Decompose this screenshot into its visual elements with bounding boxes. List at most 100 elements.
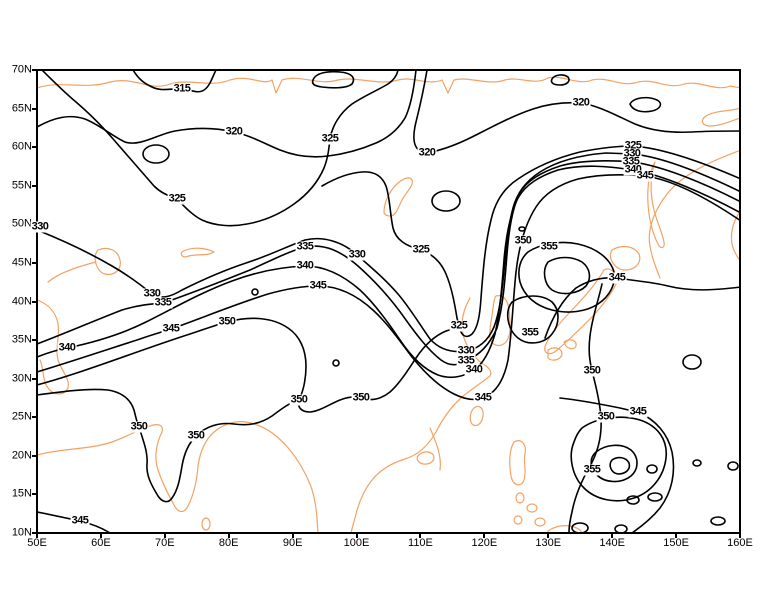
- x-tick-label: 150E: [663, 537, 689, 549]
- contour-value-label: 320: [417, 146, 437, 159]
- lake-baikal: [383, 177, 413, 217]
- contour-value-label: 340: [464, 363, 484, 376]
- x-tick-mark: [739, 533, 741, 538]
- contour-350-north: [38, 317, 463, 413]
- contour-value-label: 330: [347, 248, 367, 261]
- contour-blob-1: [311, 71, 355, 89]
- y-tick-mark: [32, 146, 37, 149]
- coast-chukotka: [701, 107, 740, 127]
- island-hainan: [416, 451, 435, 465]
- contour-value-label: 350: [129, 420, 149, 433]
- y-tick-mark: [32, 377, 37, 380]
- y-tick-label: 15N: [11, 487, 32, 500]
- contour-330: [38, 152, 740, 353]
- contour-value-label: 335: [295, 240, 315, 253]
- contour-value-label: 345: [607, 271, 627, 284]
- contour-dot-7: [727, 461, 739, 471]
- contour-oval-1: [142, 144, 170, 164]
- y-tick-mark: [32, 454, 37, 457]
- contour-value-label: 340: [623, 163, 643, 176]
- contour-dot-6: [614, 524, 628, 532]
- contour-value-label: 330: [456, 344, 476, 357]
- contour-value-label: 335: [153, 296, 173, 309]
- contour-325-hairpin: [321, 145, 740, 338]
- x-tick-mark: [291, 533, 294, 538]
- y-tick-mark: [32, 532, 37, 534]
- coast-caspian: [38, 299, 69, 395]
- contour-dot-8: [710, 516, 726, 526]
- y-tick-label: 65N: [11, 102, 32, 115]
- x-tick-mark: [483, 533, 486, 538]
- contour-value-label: 335: [456, 354, 476, 367]
- y-tick-label: 40N: [11, 295, 32, 307]
- contour-355-japan-inner: [543, 256, 591, 295]
- y-tick-label: 55N: [11, 179, 32, 192]
- x-tick-mark: [99, 533, 102, 538]
- contour-value-label: 355: [582, 463, 602, 476]
- contour-value-label: 340: [57, 341, 77, 354]
- contour-355-korea-strait: [506, 295, 559, 344]
- island-srilanka: [201, 517, 211, 531]
- coast-india: [38, 421, 319, 532]
- contour-value-label: 320: [224, 125, 244, 138]
- contour-350-japan-loop: [518, 241, 616, 313]
- contour-dot-9: [518, 226, 526, 232]
- contour-value-label: 355: [520, 326, 540, 339]
- y-tick-mark: [32, 107, 37, 110]
- contour-value-label: 350: [217, 315, 237, 328]
- contour-value-label: 350: [582, 364, 602, 377]
- contour-oval-3: [682, 354, 702, 370]
- contour-value-label: 325: [411, 243, 431, 256]
- contour-value-label: 350: [186, 429, 206, 442]
- contour-value-label: 335: [621, 155, 641, 168]
- y-tick-mark: [32, 300, 37, 303]
- island-ph-2: [526, 503, 538, 513]
- contour-dot-5: [571, 522, 589, 532]
- plot-border: [36, 69, 741, 534]
- y-tick-mark: [32, 416, 37, 419]
- x-tick-mark: [611, 533, 614, 538]
- contour-value-label: 330: [142, 287, 162, 300]
- coast-china: [350, 297, 492, 532]
- contour-dot-1: [646, 464, 658, 474]
- x-tick-label: 50E: [27, 537, 47, 549]
- contour-325-diagonal: [41, 71, 399, 227]
- contour-345: [38, 173, 740, 401]
- x-tick-mark: [163, 533, 166, 538]
- island-taiwan: [469, 405, 484, 427]
- island-ph-4: [534, 517, 546, 527]
- y-tick-label: 70N: [11, 63, 32, 76]
- contour-blob-3: [629, 96, 662, 113]
- x-tick-label: 130E: [535, 537, 562, 549]
- x-tick-label: 70E: [155, 537, 175, 549]
- contour-value-label: 355: [539, 240, 559, 253]
- lake-balkhash: [180, 247, 215, 258]
- x-tick-mark: [227, 533, 230, 538]
- contour-value-label: 345: [473, 391, 493, 404]
- y-tick-label: 20N: [11, 449, 32, 462]
- contour-value-label: 345: [161, 322, 181, 335]
- contour-value-label: 350: [351, 391, 371, 404]
- contour-dot-11: [332, 359, 340, 367]
- contour-320-west: [38, 71, 417, 158]
- contour-value-label: 345: [628, 405, 648, 418]
- y-tick-label: 50N: [11, 217, 32, 230]
- y-tick-mark: [32, 261, 37, 264]
- contour-350-typhoon-ring: [570, 416, 667, 502]
- contour-value-label: 350: [596, 410, 616, 423]
- island-shikoku: [563, 339, 577, 350]
- x-tick-label: 90E: [282, 537, 303, 549]
- contour-value-label: 315: [172, 82, 192, 95]
- lake-aral: [94, 247, 121, 275]
- x-tick-label: 60E: [91, 537, 111, 549]
- x-tick-label: 80E: [218, 537, 239, 549]
- x-tick-label: 140E: [599, 537, 626, 549]
- y-tick-label: 25N: [11, 410, 32, 423]
- contour-value-label: 330: [30, 220, 50, 233]
- y-tick-label: 10N: [11, 526, 32, 539]
- island-sakhalin: [647, 161, 665, 249]
- island-kyushu: [547, 347, 563, 361]
- contour-value-label: 350: [513, 234, 533, 247]
- island-borneo: [547, 525, 583, 532]
